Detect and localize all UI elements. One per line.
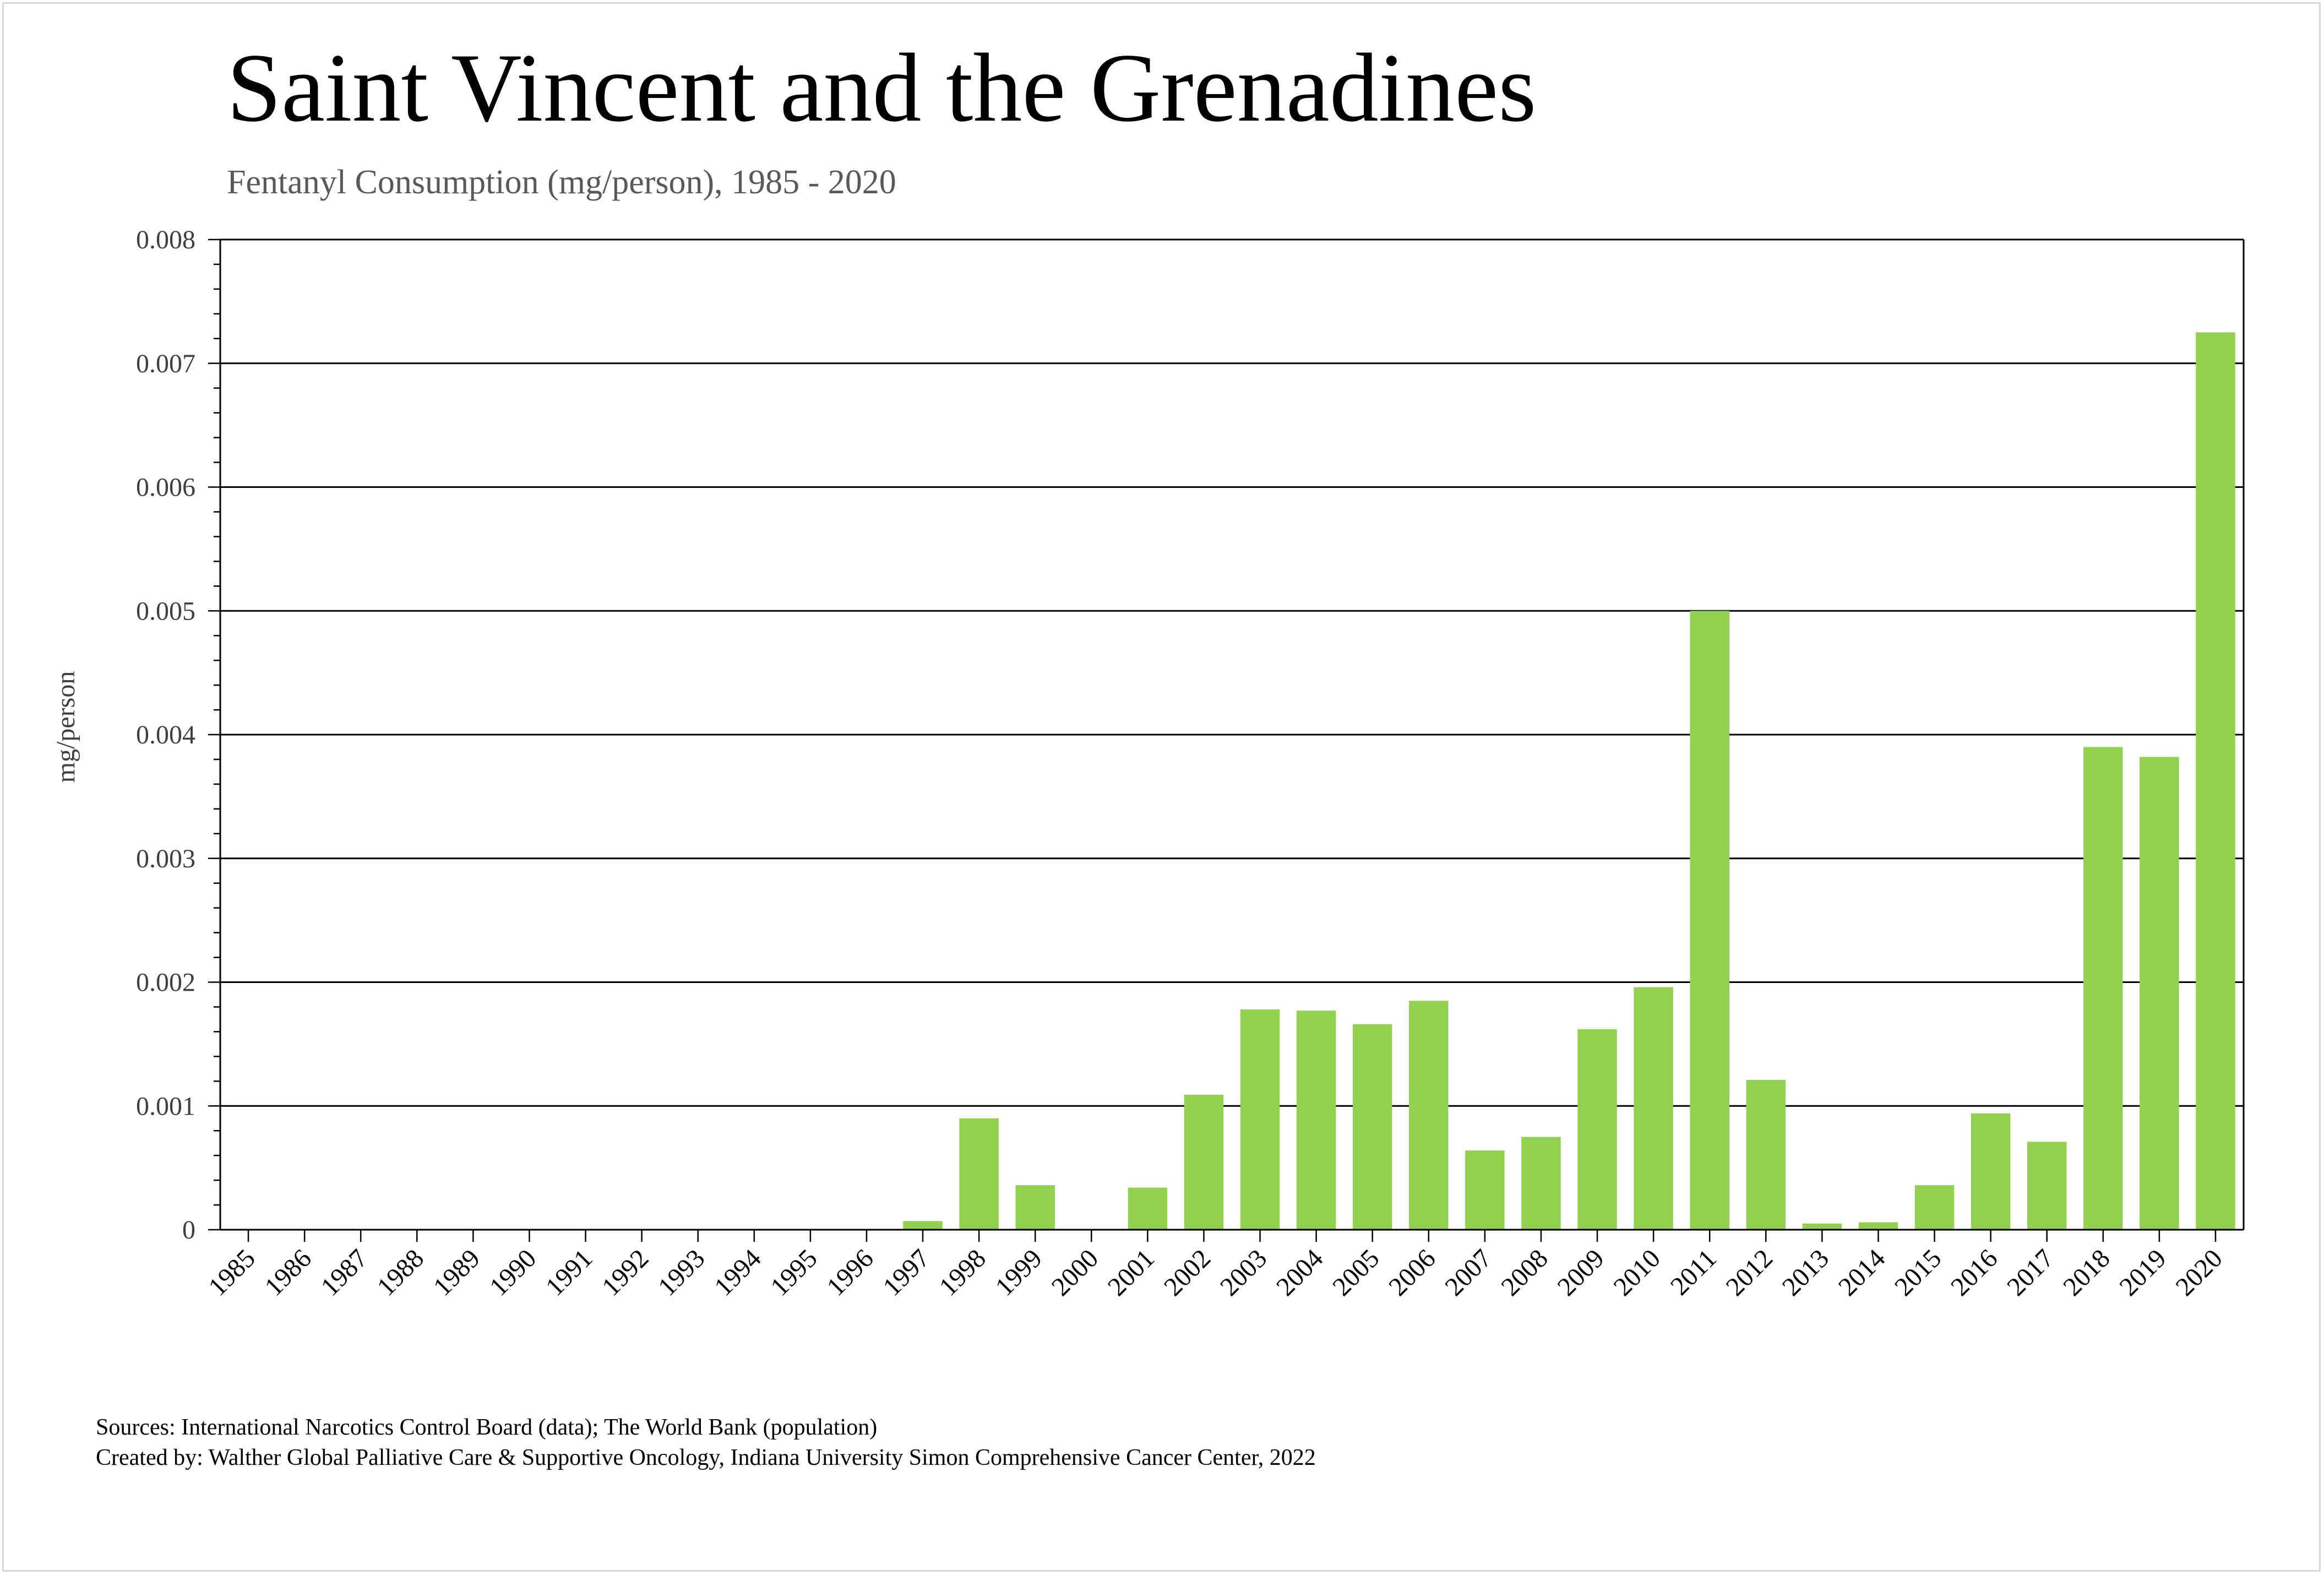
bar-2011 [1690,611,1729,1230]
chart-subtitle: Fentanyl Consumption (mg/person), 1985 -… [227,164,896,201]
x-tick-label: 2011 [1665,1243,1722,1301]
x-tick-label: 1996 [821,1243,879,1301]
x-tick-label: 2010 [1608,1243,1666,1301]
x-tick-label: 1991 [540,1243,598,1301]
bar-2007 [1465,1150,1505,1230]
x-tick-label: 2009 [1552,1243,1609,1301]
bar-1998 [959,1118,999,1230]
footnotes: Sources: International Narcotics Control… [96,1413,1316,1473]
x-tick-label: 1986 [259,1243,317,1301]
bar-1999 [1015,1185,1055,1230]
created-by-note: Created by: Walther Global Palliative Ca… [96,1444,1316,1470]
x-tick-label: 1995 [765,1243,823,1301]
y-tick-label: 0.005 [136,596,195,626]
x-tick-label: 1987 [315,1243,373,1301]
y-tick-label: 0.004 [136,720,195,750]
bar-2018 [2083,747,2123,1230]
x-tick-label: 2019 [2114,1243,2171,1301]
bar-2003 [1240,1009,1280,1230]
bar-2014 [1858,1222,1898,1230]
x-tick-label: 1999 [990,1243,1048,1301]
bar-2009 [1577,1029,1617,1230]
bar-2008 [1521,1137,1561,1230]
x-tick-label: 2002 [1158,1243,1216,1301]
sources-note: Sources: International Narcotics Control… [96,1415,878,1440]
y-tick-label: 0 [182,1215,195,1245]
y-tick-label: 0.002 [136,968,195,997]
bar-2010 [1634,987,1673,1230]
x-tick-label: 1994 [709,1243,766,1301]
x-tick-label: 2017 [2001,1243,2059,1301]
y-tick-label: 0.003 [136,844,195,873]
x-tick-label: 2008 [1495,1243,1553,1301]
bar-2002 [1184,1095,1224,1230]
x-tick-label: 2003 [1215,1243,1272,1301]
bar-2020 [2196,332,2235,1230]
x-tick-label: 1989 [428,1243,486,1301]
bar-2012 [1746,1080,1786,1230]
x-tick-label: 2007 [1439,1243,1497,1301]
bar-2019 [2140,757,2179,1230]
bar-2004 [1296,1011,1336,1230]
x-tick-label: 1993 [652,1243,710,1301]
x-tick-label: 1992 [596,1243,654,1301]
x-tick-label: 1998 [934,1243,992,1301]
x-tick-label: 2015 [1889,1243,1947,1301]
bar-1997 [903,1221,943,1230]
chart-title: Saint Vincent and the Grenadines [227,33,1537,142]
x-tick-label: 2000 [1046,1243,1104,1301]
y-axis-title: mg/person [51,671,80,783]
x-tick-label: 2012 [1721,1243,1778,1301]
x-tick-label: 2001 [1102,1243,1160,1301]
y-tick-label: 0.008 [136,225,195,254]
bar-2001 [1128,1187,1168,1230]
x-tick-label: 2016 [1945,1243,2003,1301]
x-tick-label: 2004 [1271,1243,1329,1301]
x-tick-label: 1990 [484,1243,542,1301]
x-tick-label: 2020 [2170,1243,2228,1301]
x-tick-label: 2014 [1833,1243,1891,1301]
bar-2015 [1914,1185,1955,1230]
x-tick-label: 1997 [877,1243,935,1301]
bar-2006 [1409,1001,1449,1230]
x-tick-label: 1988 [372,1243,429,1301]
x-tick-label: 2006 [1383,1243,1441,1301]
bar-2013 [1802,1223,1842,1230]
y-tick-label: 0.007 [136,349,195,378]
x-tick-label: 2005 [1327,1243,1385,1301]
y-tick-label: 0.001 [136,1091,195,1121]
x-tick-label: 1985 [203,1243,260,1301]
x-tick-label: 2013 [1777,1243,1835,1301]
y-tick-label: 0.006 [136,473,195,502]
bar-2016 [1971,1113,2011,1230]
bar-2005 [1352,1024,1392,1230]
x-tick-label: 2018 [2058,1243,2115,1301]
bar-2017 [2027,1142,2067,1230]
